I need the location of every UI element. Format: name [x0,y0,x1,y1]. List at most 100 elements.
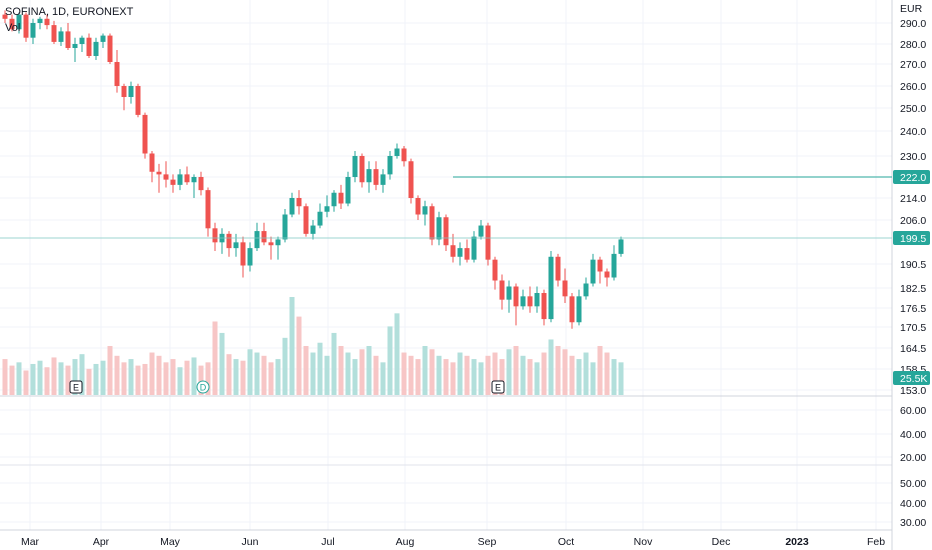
volume-label[interactable]: Vol [5,22,21,34]
volume-bar [415,359,421,395]
candle-body [233,242,239,249]
volume-bar [205,362,211,395]
volume-bar [72,359,78,395]
volume-bar [114,355,120,395]
candle-body [163,174,169,180]
candle-body [576,296,582,323]
volume-bar [590,362,596,395]
volume-bar [261,355,267,395]
candle-body [170,179,176,185]
candle-body [198,177,204,191]
volume-bar [380,362,386,395]
candle-body [310,225,316,234]
volume-bar [177,367,183,395]
volume-bar [128,359,134,395]
candle-body [121,86,127,97]
volume-bar [583,352,589,395]
volume-bar [422,346,428,395]
volume-bar [562,349,568,395]
candle-body [604,271,610,278]
candle-body [16,14,22,30]
volume-bar [310,352,316,395]
candle-body [443,217,449,246]
price-line-badge-bg [893,170,930,184]
volume-bar [65,365,71,395]
candle-body [44,18,50,26]
volume-bar [9,365,15,395]
time-tick-label: Sep [478,536,497,548]
time-axis[interactable]: Mar Apr May Jun Jul Aug Sep Oct Nov Dec 2023 Feb [21,536,885,548]
symbol-title[interactable]: SOFINA, 1D, EURONEXT [5,6,134,18]
volume-bar [30,363,36,395]
candle-body [149,153,155,172]
candle-body [177,174,183,185]
volume-bar [345,352,351,395]
candle-body [191,177,197,183]
time-tick-label: Aug [396,536,415,548]
candle-body [506,286,512,300]
price-tick-label: 214.0 [900,193,926,205]
lower-panel-axis[interactable]: 60.00 40.00 20.00 50.00 40.00 30.00 [900,405,926,529]
volume-bar [170,359,176,395]
candle-body [282,214,288,240]
candle-body [513,286,519,307]
volume-bar [240,360,246,395]
volume-bar [555,346,561,395]
volume-bar [457,352,463,395]
volume-bar [219,332,225,395]
time-tick-label: Nov [634,536,653,548]
candle-body [128,86,134,97]
candle-body [520,296,526,307]
volume-bar [338,346,344,395]
candle-body [58,31,64,42]
volume-bar [121,362,127,395]
candle-body [345,177,351,204]
candle-body [9,18,15,30]
volume-bar [394,313,400,395]
volume-bar [471,359,477,395]
time-tick-label: 2023 [785,536,809,548]
candle-body [135,86,141,115]
volume-bar [443,359,449,395]
candle-body [401,148,407,162]
price-tick-label: 230.0 [900,151,926,163]
candle-body [611,253,617,278]
volume-bar [156,355,162,395]
candle-body [254,231,260,249]
volume-bar [604,352,610,395]
volume-bar [499,359,505,395]
volume-bar [359,349,365,395]
candle-body [226,233,232,249]
volume-bar [478,362,484,395]
volume-badge-bg [893,371,930,385]
dividend-marker-icon [196,380,210,394]
candle-body [114,62,120,86]
time-tick-label: Jul [321,536,334,548]
currency-label: EUR [900,3,923,15]
volume-bar [233,359,239,395]
volume-bar [142,363,148,395]
candle-body [436,217,442,240]
volume-bar [79,354,85,395]
event-marker-label: E [495,383,501,393]
price-axis[interactable]: EUR 290.0 280.0 270.0 260.0 250.0 240.0 230.0 22… [893,3,930,397]
candle-body [555,256,561,281]
candle-body [373,169,379,185]
last-price-badge-bg [893,231,930,245]
volume-bar [576,359,582,395]
volume-bar [275,359,281,395]
volume-bar [324,355,330,395]
candle-body [422,206,428,215]
candle-body [261,231,267,243]
candle-body [562,280,568,297]
candle-body [394,148,400,156]
candle-body [2,14,8,19]
candle-body [492,259,498,281]
candle-body [597,259,603,272]
volume-bar [485,355,491,395]
volume-bar [16,362,22,395]
candle-body [408,161,414,198]
volume-bar [331,332,337,395]
